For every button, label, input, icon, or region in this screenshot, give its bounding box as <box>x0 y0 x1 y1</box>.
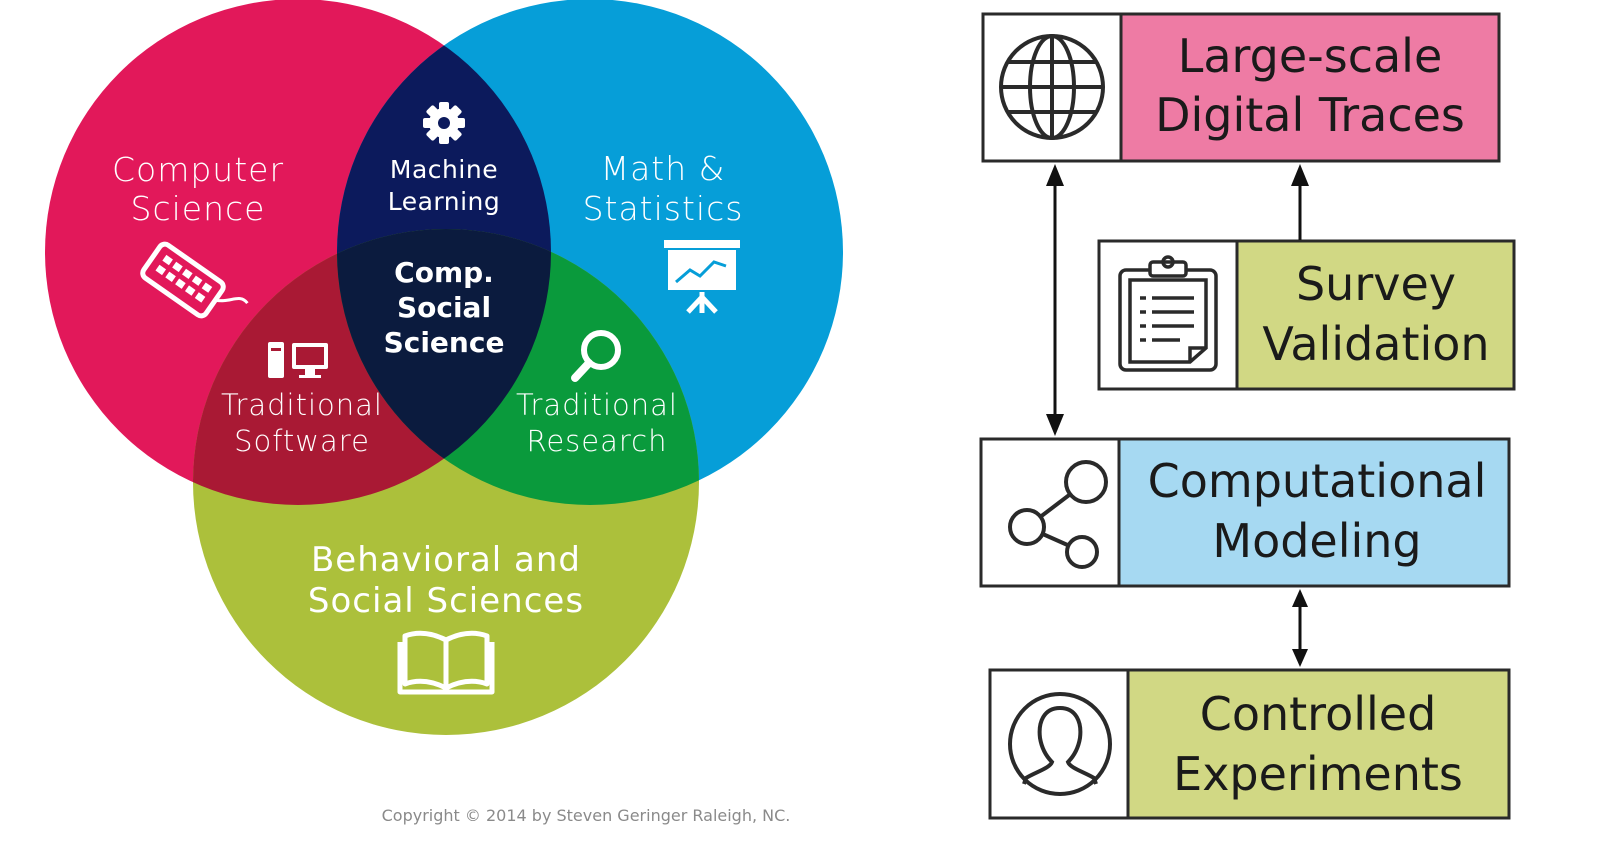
machine-learning-label-line2: Learning <box>388 187 501 216</box>
traditional-research-label-line1: Traditional <box>516 388 678 422</box>
arrow-survey-traces <box>1291 164 1309 240</box>
survey-validation-line2: Validation <box>1262 317 1489 371</box>
clipboard-icon <box>1118 255 1218 372</box>
math-statistics-label-line1: Math & <box>601 149 726 188</box>
comp-social-science-label-line2: Social <box>397 291 491 324</box>
keyboard-icon <box>140 241 249 319</box>
traditional-research-label-line2: Research <box>526 424 667 458</box>
math-statistics-label-line2: Statistics <box>583 189 744 228</box>
controlled-experiments-line1: Controlled <box>1200 687 1437 741</box>
comp-social-science-label-line3: Science <box>384 326 505 359</box>
computer-science-label-line1: Computer <box>112 150 284 189</box>
controlled-experiments-box: Controlled Experiments <box>988 668 1511 820</box>
flow-diagram: Large-scale Digital Traces Survey Valida… <box>979 12 1516 820</box>
gear-icon <box>423 102 465 144</box>
globe-icon <box>999 34 1105 140</box>
behavioral-social-label-line2: Social Sciences <box>308 581 584 621</box>
computer-science-label-line2: Science <box>131 189 266 228</box>
computational-modeling-box: Computational Modeling <box>979 437 1511 588</box>
digital-traces-line2: Digital Traces <box>1155 88 1465 142</box>
presentation-chart-icon <box>664 240 740 314</box>
survey-validation-box: Survey Validation <box>1097 239 1516 391</box>
arrow-modeling-experiments <box>1292 589 1308 667</box>
behavioral-social-label-line1: Behavioral and <box>311 540 581 580</box>
digital-traces-line1: Large-scale <box>1178 29 1443 83</box>
traditional-software-label-line2: Software <box>234 424 370 458</box>
share-network-icon <box>1008 460 1108 569</box>
survey-validation-line1: Survey <box>1296 257 1456 311</box>
magnifier-icon <box>571 330 621 382</box>
machine-learning-label-line1: Machine <box>390 155 498 184</box>
user-profile-icon <box>1008 692 1112 796</box>
computational-modeling-line2: Modeling <box>1212 514 1421 568</box>
controlled-experiments-line2: Experiments <box>1173 747 1463 801</box>
venn-diagram: Computer Science Math & Statistics <box>45 0 843 825</box>
computational-modeling-line1: Computational <box>1148 454 1487 508</box>
arrow-traces-modeling <box>1046 164 1064 436</box>
copyright-text: Copyright © 2014 by Steven Geringer Rale… <box>382 806 791 825</box>
open-book-icon <box>397 630 495 695</box>
desktop-computer-icon <box>268 342 328 378</box>
traditional-software-label-line1: Traditional <box>221 388 383 422</box>
digital-traces-box: Large-scale Digital Traces <box>981 12 1501 163</box>
comp-social-science-label-line1: Comp. <box>394 256 494 289</box>
